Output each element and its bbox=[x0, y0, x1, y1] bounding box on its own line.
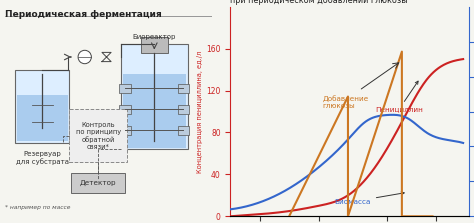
Bar bbox=[178, 126, 189, 135]
Text: Резервуар
для субстрата: Резервуар для субстрата bbox=[16, 151, 69, 165]
Bar bbox=[119, 105, 131, 114]
Bar bbox=[71, 173, 125, 193]
Bar bbox=[123, 74, 186, 148]
Text: Биореактор: Биореактор bbox=[133, 34, 176, 40]
Text: Образование пенициллина
при периодическом добавлении глюкозы: Образование пенициллина при периодическо… bbox=[230, 0, 408, 4]
Text: Пенициллин: Пенициллин bbox=[375, 81, 423, 112]
Text: Детектор: Детектор bbox=[80, 180, 117, 186]
Text: Периодическая ферментация: Периодическая ферментация bbox=[5, 10, 162, 19]
Bar bbox=[141, 37, 168, 53]
Bar bbox=[121, 44, 188, 149]
Bar bbox=[17, 95, 68, 141]
Bar bbox=[69, 109, 128, 162]
Text: Биомасса: Биомасса bbox=[335, 192, 404, 205]
Bar bbox=[178, 84, 189, 93]
Text: Контроль
по принципу
обратной
связи*: Контроль по принципу обратной связи* bbox=[76, 122, 121, 150]
Y-axis label: Концентрация пенициллина, ед./л: Концентрация пенициллина, ед./л bbox=[197, 50, 203, 173]
Bar bbox=[119, 126, 131, 135]
Bar bbox=[15, 70, 69, 143]
Bar bbox=[178, 105, 189, 114]
Text: * например по массе: * например по массе bbox=[5, 205, 71, 210]
Text: Добавление
глюкозы: Добавление глюкозы bbox=[322, 95, 368, 109]
Bar bbox=[119, 84, 131, 93]
Circle shape bbox=[78, 50, 91, 64]
